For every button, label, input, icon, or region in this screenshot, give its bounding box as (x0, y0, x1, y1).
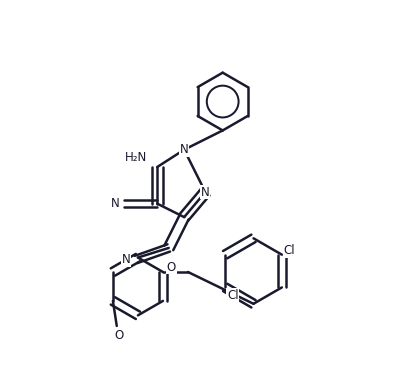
Text: O: O (114, 329, 123, 342)
Text: O: O (167, 261, 176, 274)
Text: Cl: Cl (227, 289, 239, 301)
Text: Cl: Cl (284, 244, 295, 257)
Text: N: N (201, 185, 210, 199)
Text: N: N (110, 197, 119, 210)
Text: N: N (122, 253, 131, 266)
Text: H₂N: H₂N (125, 151, 147, 164)
Text: N: N (180, 143, 189, 156)
